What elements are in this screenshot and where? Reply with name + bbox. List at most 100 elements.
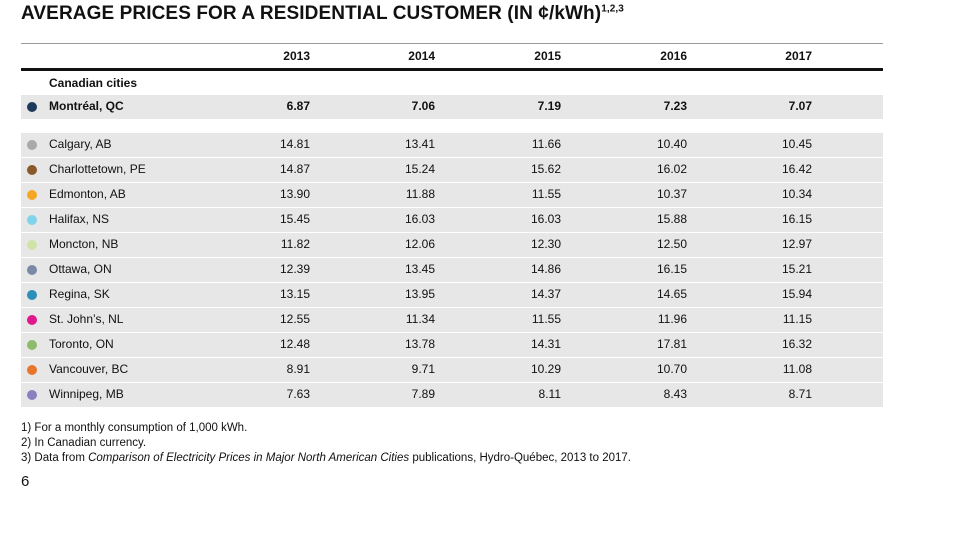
price-cell: 13.15 [279,287,310,301]
price-cell: 13.41 [404,137,435,151]
city-name: St. John’s, NL [49,312,124,326]
row-separator [21,207,883,208]
city-color-dot [27,390,37,400]
footnote-3: 3) Data from Comparison of Electricity P… [21,451,631,466]
price-cell: 15.88 [656,212,687,226]
price-cell: 15.24 [404,162,435,176]
title-text: AVERAGE PRICES FOR A RESIDENTIAL CUSTOME… [21,3,602,24]
city-color-dot [27,240,37,250]
price-cell: 7.06 [411,99,435,113]
row-separator [21,282,883,283]
price-cell: 11.34 [405,312,435,326]
price-cell: 13.78 [404,337,435,351]
price-cell: 16.03 [530,212,561,226]
footnote-1: 1) For a monthly consumption of 1,000 kW… [21,422,248,434]
city-name: Regina, SK [49,287,110,301]
table-row: Vancouver, BC 8.91 9.71 10.29 10.70 11.08 [21,358,883,382]
price-cell: 11.96 [657,312,687,326]
price-cell: 14.65 [656,287,687,301]
price-cell: 16.15 [656,262,687,276]
city-color-dot [27,265,37,275]
price-cell: 16.15 [781,212,812,226]
price-cell: 7.63 [286,387,310,401]
table-row: St. John’s, NL 12.55 11.34 11.55 11.96 11.15 [21,308,883,332]
price-cell: 15.62 [530,162,561,176]
table-row: Edmonton, AB 13.90 11.88 11.55 10.37 10.34 [21,183,883,207]
price-cell: 7.23 [663,99,687,113]
page-number: 6 [21,473,30,490]
city-name: Moncton, NB [49,237,119,251]
price-cell: 15.45 [279,212,310,226]
price-cell: 16.03 [404,212,435,226]
city-name: Edmonton, AB [49,187,126,201]
row-separator [21,182,883,183]
price-cell: 12.55 [279,312,310,326]
price-cell: 11.55 [531,312,561,326]
price-cell: 8.11 [538,387,561,401]
city-color-dot [27,315,37,325]
city-color-dot [27,140,37,150]
city-name: Montréal, QC [49,99,124,113]
price-cell: 11.55 [531,187,561,201]
price-cell: 6.87 [286,99,310,113]
row-separator [21,357,883,358]
city-color-dot [27,215,37,225]
city-color-dot [27,102,37,112]
price-cell: 16.42 [781,162,812,176]
price-cell: 11.08 [782,362,812,376]
city-color-dot [27,165,37,175]
price-cell: 10.37 [656,187,687,201]
table-row: Ottawa, ON 12.39 13.45 14.86 16.15 15.21 [21,258,883,282]
table-row: Moncton, NB 11.82 12.06 12.30 12.50 12.97 [21,233,883,257]
price-cell: 14.87 [279,162,310,176]
city-name: Calgary, AB [49,137,112,151]
price-cell: 14.81 [279,137,310,151]
price-cell: 14.86 [530,262,561,276]
row-separator [21,257,883,258]
price-cell: 10.29 [530,362,561,376]
column-header-2013: 2013 [283,49,310,63]
price-cell: 15.21 [781,262,812,276]
table-header-row: 2013 2014 2015 2016 2017 [21,43,883,71]
price-cell: 7.07 [788,99,812,113]
city-color-dot [27,340,37,350]
price-cell: 8.91 [286,362,310,376]
column-header-2016: 2016 [660,49,687,63]
price-cell: 12.48 [279,337,310,351]
row-separator [21,157,883,158]
price-cell: 10.70 [656,362,687,376]
city-color-dot [27,365,37,375]
price-cell: 11.15 [782,312,812,326]
price-cell: 14.37 [530,287,561,301]
price-cell: 11.82 [280,237,310,251]
row-separator [21,382,883,383]
price-cell: 17.81 [656,337,687,351]
city-name: Halifax, NS [49,212,110,226]
title-superscript: 1,2,3 [601,3,624,15]
column-header-2015: 2015 [534,49,561,63]
table-row: Charlottetown, PE 14.87 15.24 15.62 16.02 16.… [21,158,883,182]
footnote-2: 2) In Canadian currency. [21,437,147,449]
footnote-3-suffix: publications, Hydro-Québec, 2013 to 2017… [409,452,631,464]
table-row: Winnipeg, MB 7.63 7.89 8.11 8.43 8.71 [21,383,883,407]
table-row: Halifax, NS 15.45 16.03 16.03 15.88 16.15 [21,208,883,232]
price-cell: 8.43 [663,387,687,401]
price-cell: 16.02 [656,162,687,176]
table-row: Montréal, QC 6.87 7.06 7.19 7.23 7.07 [21,95,883,119]
city-name: Vancouver, BC [49,362,129,376]
city-name: Charlottetown, PE [49,162,146,176]
price-cell: 12.06 [404,237,435,251]
price-cell: 13.45 [404,262,435,276]
table-body: Montréal, QC 6.87 7.06 7.19 7.23 7.07 Calgary,… [21,95,883,407]
city-color-dot [27,290,37,300]
row-separator [21,232,883,233]
price-cell: 7.19 [537,99,561,113]
row-separator [21,307,883,308]
city-name: Ottawa, ON [49,262,112,276]
footnote-3-publication: Comparison of Electricity Prices in Majo… [88,452,410,464]
price-cell: 11.66 [531,137,561,151]
price-cell: 16.32 [781,337,812,351]
row-separator [21,332,883,333]
row-spacer [21,119,883,133]
price-cell: 12.39 [279,262,310,276]
